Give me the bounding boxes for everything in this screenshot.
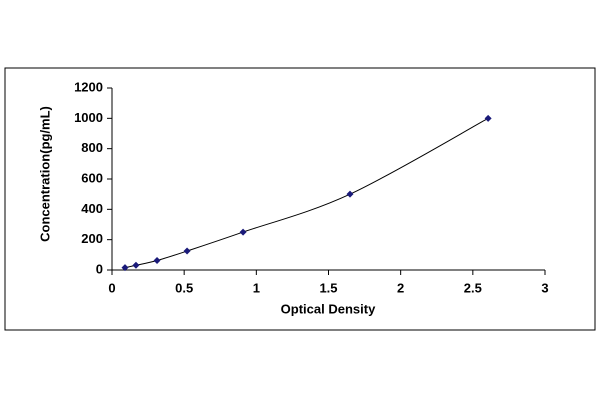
data-point <box>484 114 492 122</box>
x-tick-label: 2 <box>397 280 404 295</box>
x-tick-label: 0.5 <box>175 280 193 295</box>
chart-frame <box>4 67 596 331</box>
y-tick-label: 600 <box>81 170 103 185</box>
data-point <box>153 257 161 265</box>
x-tick-label: 3 <box>541 280 548 295</box>
y-tick-label: 400 <box>81 201 103 216</box>
y-axis-label: Concentration(pg/mL) <box>37 106 52 242</box>
y-tick-label: 1000 <box>74 110 103 125</box>
y-tick-label: 800 <box>81 140 103 155</box>
x-tick-label: 0 <box>108 280 115 295</box>
data-point <box>132 261 140 269</box>
data-point <box>121 264 129 272</box>
y-tick-label: 200 <box>81 231 103 246</box>
x-axis-label: Optical Density <box>281 301 376 316</box>
y-tick-label: 0 <box>96 261 103 276</box>
data-point <box>346 190 354 198</box>
data-point <box>239 228 247 236</box>
x-tick-label: 2.5 <box>464 280 482 295</box>
y-tick-label: 1200 <box>74 79 103 94</box>
x-tick-label: 1.5 <box>319 280 337 295</box>
x-tick-label: 1 <box>253 280 260 295</box>
data-point <box>183 247 191 255</box>
